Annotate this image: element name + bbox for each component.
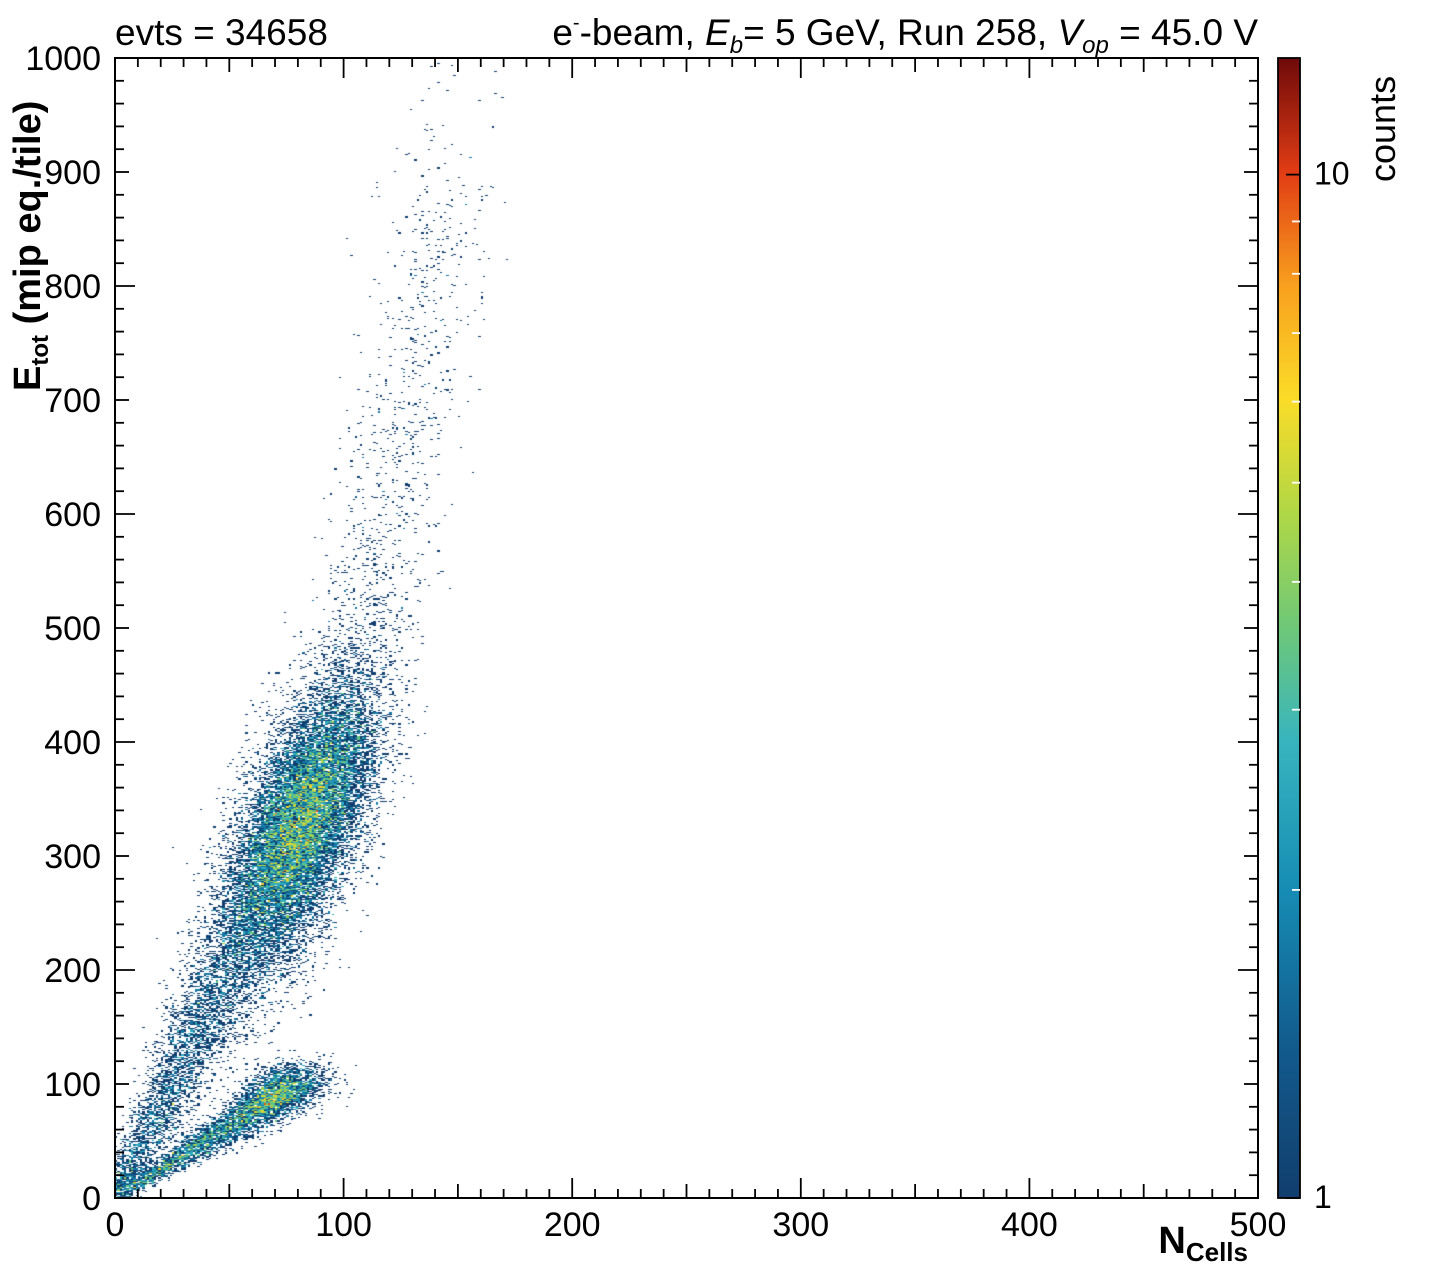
svg-text:700: 700 [44,382,101,420]
svg-text:600: 600 [44,496,101,534]
svg-text:0: 0 [82,1180,101,1218]
svg-text:200: 200 [544,1206,601,1244]
svg-text:0: 0 [106,1206,125,1244]
svg-text:200: 200 [44,952,101,990]
svg-text:e--beam, Eb= 5 GeV, Run 258, V: e--beam, Eb= 5 GeV, Run 258, Vop = 45.0 … [552,12,1258,59]
svg-text:900: 900 [44,154,101,192]
svg-text:400: 400 [1001,1206,1058,1244]
svg-text:300: 300 [772,1206,829,1244]
svg-text:500: 500 [44,610,101,648]
svg-text:100: 100 [315,1206,372,1244]
svg-text:10: 10 [1314,156,1350,192]
svg-text:400: 400 [44,724,101,762]
svg-text:300: 300 [44,838,101,876]
svg-text:Etot (mip eq./tile): Etot (mip eq./tile) [7,101,54,391]
svg-text:1000: 1000 [25,40,101,78]
svg-text:1: 1 [1314,1179,1332,1215]
svg-text:800: 800 [44,268,101,306]
svg-text:counts: counts [1362,76,1403,182]
svg-text:evts = 34658: evts = 34658 [115,12,328,53]
svg-text:100: 100 [44,1066,101,1104]
